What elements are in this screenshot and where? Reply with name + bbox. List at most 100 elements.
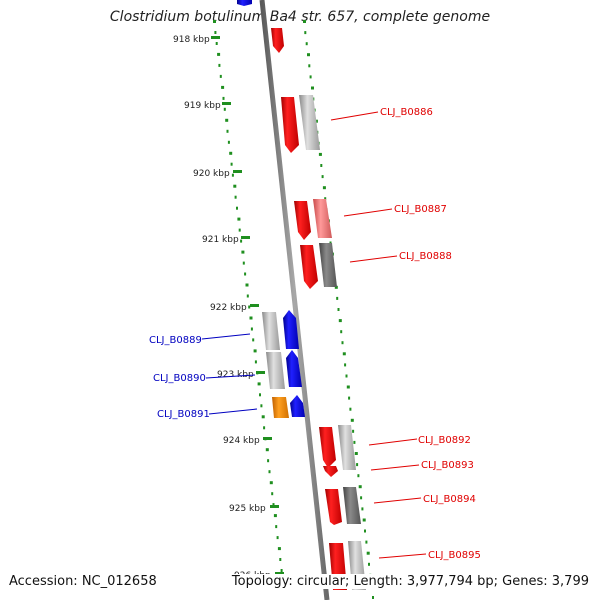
- gc-dot: [272, 503, 275, 507]
- gene-box[interactable]: [319, 243, 337, 287]
- gc-dot: [277, 547, 281, 551]
- gc-dot: [360, 496, 363, 500]
- gc-dot: [215, 42, 218, 45]
- gc-dot: [269, 481, 273, 485]
- gc-dot: [279, 558, 282, 561]
- gc-dot: [240, 239, 243, 243]
- leader-line: [208, 408, 258, 415]
- gc-dot: [338, 319, 342, 323]
- tick-mark: [222, 102, 231, 105]
- gene-label[interactable]: CLJ_B0889: [149, 335, 202, 346]
- gene-box[interactable]: [266, 352, 285, 389]
- genome-backbone: [259, 0, 330, 600]
- leader-line: [349, 255, 398, 263]
- leader-line: [330, 111, 379, 121]
- leader-line: [370, 464, 420, 471]
- gene-arrow-forward[interactable]: [323, 466, 338, 477]
- gene-arrow-reverse[interactable]: [283, 310, 299, 349]
- gc-dot: [225, 118, 229, 122]
- gene-arrow-forward[interactable]: [300, 245, 318, 289]
- gc-dot: [275, 525, 278, 529]
- gc-dot: [334, 285, 338, 289]
- gc-dot: [227, 140, 230, 144]
- gc-dot: [356, 463, 359, 467]
- tick-group: 918 kbp 919 kbp 920 kbp 921 kbp 922 kbp …: [173, 35, 284, 581]
- tick-label: 922 kbp: [210, 303, 247, 313]
- gene-arrow-reverse[interactable]: [286, 350, 302, 387]
- gc-dot: [362, 518, 366, 522]
- gene-box[interactable]: [299, 95, 320, 150]
- gc-dot: [345, 374, 348, 378]
- gc-dot: [322, 186, 326, 190]
- gene-arrow-forward[interactable]: [325, 489, 342, 525]
- gc-dot: [244, 272, 247, 276]
- tick-label: 919 kbp: [184, 101, 221, 111]
- gc-dot: [358, 485, 362, 489]
- gene-label[interactable]: CLJ_B0895: [428, 550, 481, 561]
- gc-dot: [263, 426, 266, 430]
- leader-line: [205, 374, 256, 379]
- tick-mark: [256, 371, 265, 374]
- gene-label[interactable]: CLJ_B0887: [394, 204, 447, 215]
- gc-dot: [219, 74, 222, 78]
- gc-dot: [238, 228, 241, 232]
- genome-title: Clostridium botulinum Ba4 str. 657, comp…: [109, 9, 491, 25]
- gc-dot: [236, 206, 238, 210]
- tick-label: 923 kbp: [217, 370, 254, 380]
- gene-arrow-reverse[interactable]: [237, 0, 252, 6]
- gc-dot: [357, 474, 360, 478]
- gc-dot: [280, 569, 283, 572]
- tick-mark: [250, 304, 259, 307]
- gene-label[interactable]: CLJ_B0893: [421, 460, 474, 471]
- leader-line: [201, 333, 251, 340]
- gc-dot: [346, 385, 350, 389]
- leader-line: [378, 553, 427, 559]
- gc-dot: [249, 316, 253, 320]
- gc-dot: [324, 197, 327, 201]
- gene-label[interactable]: CLJ_B0886: [380, 107, 433, 118]
- gc-dot: [318, 152, 322, 156]
- gc-dot: [350, 418, 354, 422]
- gene-arrow-forward[interactable]: [271, 28, 284, 53]
- gene-box[interactable]: [262, 312, 280, 350]
- gc-dot: [246, 294, 249, 298]
- gc-dot: [366, 551, 370, 555]
- accession-text: Accession: NC_012658: [9, 574, 157, 589]
- gene-labels[interactable]: CLJ_B0886 CLJ_B0887 CLJ_B0888 CLJ_B0889 …: [149, 107, 481, 561]
- gc-dot: [245, 283, 249, 287]
- gc-dot: [353, 440, 356, 444]
- gc-dot: [267, 459, 270, 463]
- gene-arrow-forward[interactable]: [319, 427, 336, 468]
- gene-arrow-forward[interactable]: [281, 97, 299, 153]
- tick-label: 918 kbp: [173, 35, 210, 45]
- gc-dot: [231, 173, 234, 177]
- gene-features[interactable]: [237, 0, 366, 590]
- gene-label[interactable]: CLJ_B0890: [153, 373, 206, 384]
- gene-arrow-forward[interactable]: [294, 201, 311, 240]
- gene-arrow-reverse[interactable]: [290, 395, 305, 417]
- gc-dot: [276, 536, 279, 540]
- gene-box[interactable]: [338, 425, 356, 470]
- gene-label[interactable]: CLJ_B0891: [157, 409, 210, 420]
- gc-dot: [241, 250, 245, 254]
- gene-box[interactable]: [343, 487, 361, 524]
- tick-mark: [211, 36, 220, 39]
- gc-dot: [221, 85, 225, 89]
- gene-label[interactable]: CLJ_B0894: [423, 494, 476, 505]
- gc-dot: [308, 64, 311, 68]
- gene-box[interactable]: [313, 199, 332, 238]
- gc-dot: [237, 217, 241, 221]
- gc-dot: [252, 338, 255, 342]
- gene-label[interactable]: CLJ_B0892: [418, 435, 471, 446]
- gc-dot: [365, 540, 368, 544]
- gc-dot: [336, 296, 339, 300]
- tick-mark: [233, 170, 242, 173]
- gc-dot: [260, 404, 263, 408]
- gene-label[interactable]: CLJ_B0888: [399, 251, 452, 262]
- gc-dot: [222, 96, 225, 100]
- gene-box[interactable]: [272, 397, 289, 418]
- gc-dot: [259, 393, 261, 397]
- gc-dot: [230, 162, 233, 166]
- gc-dot: [368, 562, 370, 566]
